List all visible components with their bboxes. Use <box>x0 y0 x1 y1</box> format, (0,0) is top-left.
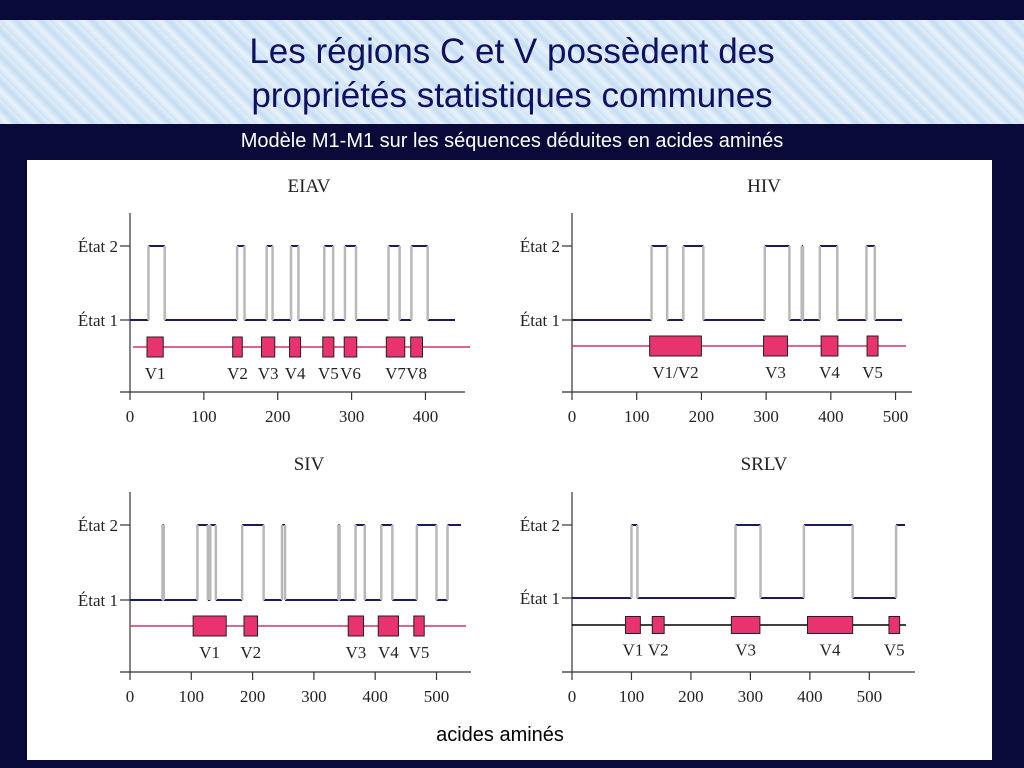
chart-eiav-region-box <box>385 336 406 358</box>
chart-eiav-x-tick-label: 300 <box>339 407 365 426</box>
chart-hiv-region-label: V4 <box>819 363 840 382</box>
chart-srlv-x-tick-label: 400 <box>797 687 823 706</box>
chart-hiv-region-box <box>866 335 879 357</box>
chart-srlv-y-tick-label: État 2 <box>520 516 560 535</box>
chart-eiav-x-tick-label: 0 <box>126 407 135 426</box>
chart-eiav-y-tick-label: État 1 <box>78 311 118 330</box>
chart-srlv-region-label: V1 <box>623 641 644 660</box>
chart-hiv-region-label: V3 <box>765 363 786 382</box>
chart-srlv-region-label: V5 <box>884 641 905 660</box>
chart-siv-region-label: V5 <box>409 643 430 662</box>
chart-hiv-region-box <box>649 335 702 357</box>
chart-eiav-region-box <box>322 336 335 358</box>
chart-siv-y-tick-label: État 2 <box>78 516 118 535</box>
chart-siv-region-box <box>413 615 425 637</box>
chart-eiav-region-box <box>232 336 243 358</box>
chart-siv-title: SIV <box>294 454 325 475</box>
chart-siv-y-tick-label: État 1 <box>78 591 118 610</box>
chart-siv-region-box <box>192 615 227 637</box>
chart-srlv-title: SRLV <box>741 454 788 475</box>
chart-srlv-x-tick-label: 200 <box>678 687 704 706</box>
slide-title-line-2: propriétés statistiques communes <box>251 76 773 115</box>
chart-eiav-region-box <box>289 336 302 358</box>
chart-siv-x-tick-label: 400 <box>362 687 388 706</box>
chart-siv-region-label: V4 <box>378 643 399 662</box>
chart-siv-region-label: V2 <box>240 643 261 662</box>
title-band <box>0 20 1024 124</box>
chart-srlv-x-tick-label: 100 <box>619 687 645 706</box>
chart-eiav-region-label: V3 <box>258 364 279 383</box>
chart-hiv-region-box <box>763 335 788 357</box>
chart-siv-region-box <box>377 615 399 637</box>
chart-srlv-region-label: V2 <box>648 641 669 660</box>
chart-siv-x-tick-label: 300 <box>301 687 327 706</box>
slide-title-line-1: Les régions C et V possèdent des <box>249 32 775 71</box>
chart-srlv-region-label: V3 <box>735 641 756 660</box>
x-axis-label: acides aminés <box>436 724 564 746</box>
chart-srlv-x-tick-label: 0 <box>568 687 577 706</box>
chart-hiv-x-tick-label: 400 <box>818 407 844 426</box>
chart-srlv-x-tick-label: 300 <box>738 687 764 706</box>
chart-eiav-region-label: V4 <box>285 364 306 383</box>
chart-srlv-region-label: V4 <box>820 641 841 660</box>
slide-subtitle: Modèle M1-M1 sur les séquences déduites … <box>240 130 784 152</box>
chart-srlv-region-box <box>888 616 901 634</box>
chart-siv-region-box <box>347 615 365 637</box>
chart-siv-x-tick-label: 100 <box>179 687 205 706</box>
chart-eiav-region-label: V2 <box>227 364 248 383</box>
chart-eiav-region-label: V8 <box>406 364 427 383</box>
chart-hiv-y-tick-label: État 2 <box>520 237 560 256</box>
chart-hiv-x-tick-label: 200 <box>689 407 715 426</box>
chart-srlv-region-box <box>651 616 665 634</box>
chart-siv-region-box <box>243 615 258 637</box>
chart-hiv-region-label: V1/V2 <box>652 363 698 382</box>
chart-srlv-region-box <box>806 616 854 634</box>
chart-siv-x-tick-label: 500 <box>424 687 450 706</box>
chart-srlv-x-tick-label: 500 <box>857 687 883 706</box>
chart-eiav-region-label: V6 <box>340 364 361 383</box>
chart-hiv-region-box <box>820 335 839 357</box>
chart-eiav-x-tick-label: 100 <box>191 407 217 426</box>
chart-eiav-y-tick-label: État 2 <box>78 237 118 256</box>
chart-eiav-region-label: V5 <box>318 364 339 383</box>
chart-hiv-y-tick-label: État 1 <box>520 311 560 330</box>
chart-srlv-region-box <box>625 616 641 634</box>
chart-hiv-x-tick-label: 100 <box>624 407 650 426</box>
figure-panel <box>27 160 992 760</box>
chart-srlv-y-tick-label: État 1 <box>520 589 560 608</box>
chart-eiav-title: EIAV <box>288 176 331 197</box>
chart-siv-region-label: V1 <box>199 643 220 662</box>
chart-hiv-title: HIV <box>747 176 781 197</box>
chart-eiav-region-label: V1 <box>145 364 166 383</box>
chart-hiv-x-tick-label: 0 <box>568 407 577 426</box>
chart-siv-region-label: V3 <box>345 643 366 662</box>
chart-hiv-region-label: V5 <box>862 363 883 382</box>
chart-eiav-region-box <box>260 336 276 358</box>
chart-siv-x-tick-label: 200 <box>240 687 266 706</box>
slide-title: Les régions C et V possèdent des proprié… <box>0 30 1024 118</box>
chart-eiav-region-box <box>343 336 358 358</box>
chart-eiav-x-tick-label: 200 <box>265 407 291 426</box>
chart-srlv-region-box <box>730 616 761 634</box>
chart-eiav-region-box <box>146 336 164 358</box>
chart-siv-x-tick-label: 0 <box>126 687 135 706</box>
chart-hiv-x-tick-label: 300 <box>753 407 779 426</box>
chart-eiav-region-box <box>410 336 424 358</box>
chart-eiav-x-tick-label: 400 <box>413 407 439 426</box>
chart-eiav-region-label: V7 <box>385 364 406 383</box>
chart-hiv-x-tick-label: 500 <box>883 407 909 426</box>
